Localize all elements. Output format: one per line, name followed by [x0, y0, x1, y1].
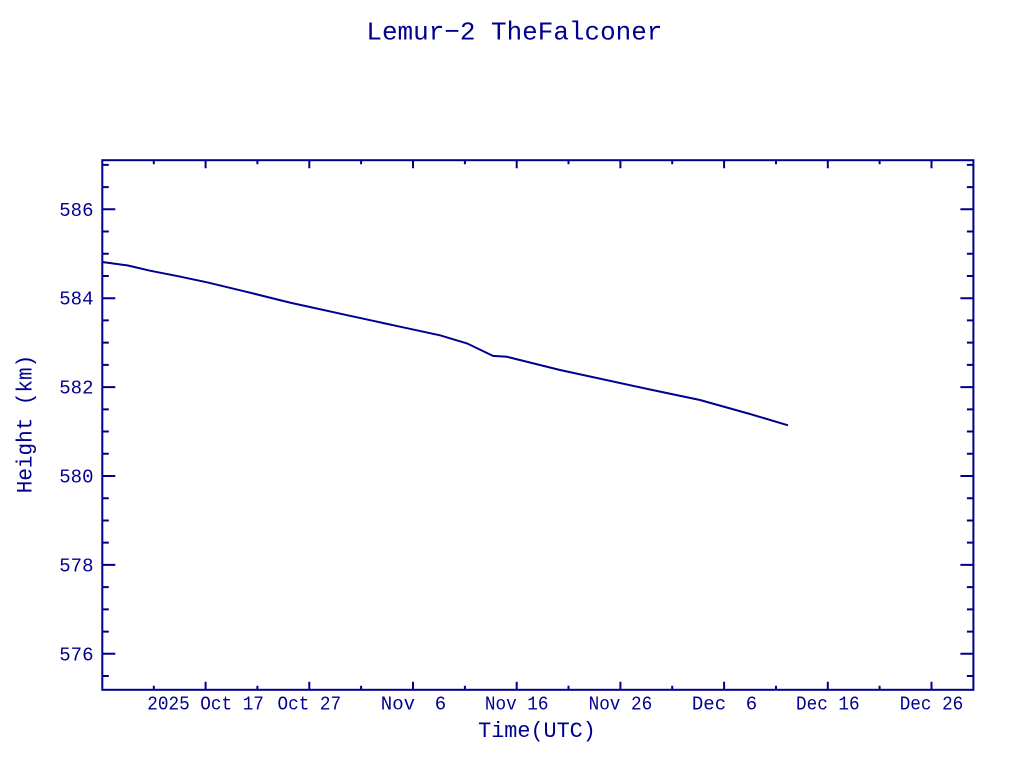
svg-text:586: 586 — [59, 200, 93, 222]
svg-text:Dec 16: Dec 16 — [796, 694, 860, 716]
svg-text:Nov: Nov — [381, 694, 415, 716]
svg-text:576: 576 — [59, 644, 93, 666]
svg-text:Dec: Dec — [692, 694, 726, 716]
svg-text:Lemur−2 TheFalconer: Lemur−2 TheFalconer — [366, 18, 662, 48]
svg-text:Height (km): Height (km) — [14, 355, 39, 494]
svg-text:Dec 26: Dec 26 — [900, 694, 964, 716]
svg-text:578: 578 — [59, 555, 93, 577]
svg-text:580: 580 — [59, 467, 93, 489]
svg-text:2025 Oct 17: 2025 Oct 17 — [147, 694, 264, 716]
svg-text:Oct 27: Oct 27 — [278, 694, 342, 716]
svg-text:Nov 26: Nov 26 — [589, 694, 653, 716]
svg-text:582: 582 — [59, 378, 93, 400]
svg-text:Time(UTC): Time(UTC) — [478, 719, 596, 744]
svg-text:6: 6 — [435, 694, 446, 716]
svg-text:584: 584 — [59, 289, 93, 311]
svg-text:Nov 16: Nov 16 — [485, 694, 549, 716]
svg-text:6: 6 — [746, 694, 757, 716]
